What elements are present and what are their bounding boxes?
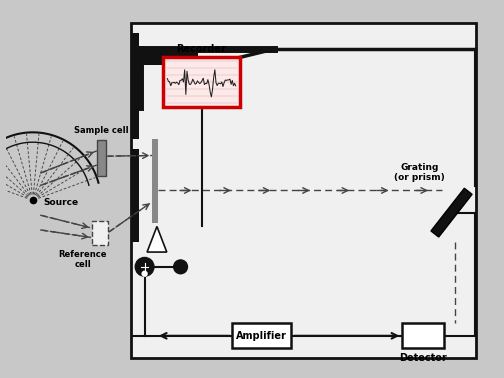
Text: Reference
cell: Reference cell [58,249,107,269]
Bar [402,324,444,348]
Text: Sample cell: Sample cell [74,126,129,135]
Bar [92,221,108,245]
Circle shape [142,271,147,276]
Bar [132,23,476,358]
Polygon shape [431,188,472,237]
Text: Grating
(or prism): Grating (or prism) [394,163,445,182]
Text: Amplifier: Amplifier [236,331,287,341]
Bar [132,33,139,139]
Text: Recorder: Recorder [176,43,226,54]
Text: Source: Source [44,198,79,207]
Bar [232,324,291,348]
Bar [132,49,198,65]
Bar [132,149,139,242]
Bar [163,57,240,107]
Bar [153,139,158,223]
Circle shape [135,257,154,276]
Text: Detector: Detector [399,353,447,363]
Circle shape [174,260,187,274]
Bar [97,140,106,176]
Polygon shape [147,226,167,252]
